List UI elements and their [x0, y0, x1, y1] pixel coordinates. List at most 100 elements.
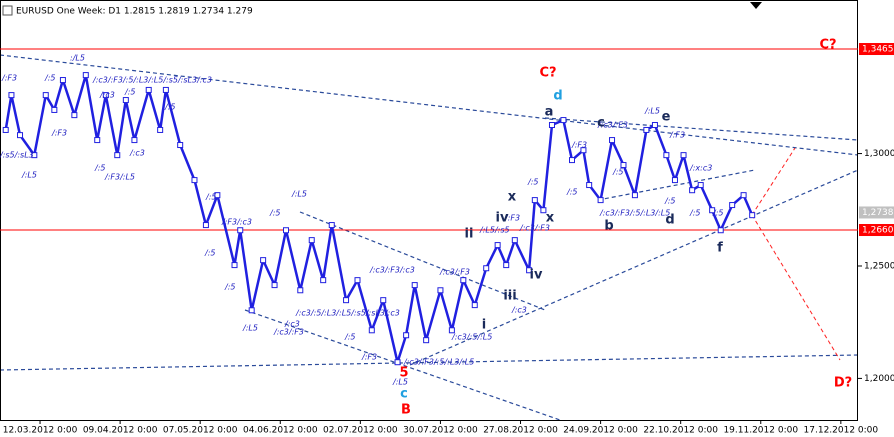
annotation: /:c3 [511, 306, 527, 315]
vertex [709, 207, 716, 214]
vertex [403, 332, 410, 339]
vertex [423, 337, 430, 344]
annotation: /:5 [344, 333, 355, 342]
vertex [697, 182, 704, 189]
annotation: /:c3/:5/:L5 [451, 333, 492, 342]
annotation: /:F3/:L5 [104, 173, 135, 182]
annotation: /:c3/:F3/:5/:L3/:L5 [403, 358, 474, 367]
annotation: /:5 [94, 164, 105, 173]
vertex [511, 237, 518, 244]
annotation: /:x:c3 [689, 164, 712, 173]
vertex [231, 262, 238, 269]
vertex [503, 262, 510, 269]
vertex [2, 126, 9, 133]
x-tick-label: 17.12.2012 0:00 [804, 426, 879, 436]
annotation: /:5 [689, 209, 700, 218]
vertex [471, 302, 478, 309]
vertex [102, 92, 109, 99]
vertex [609, 137, 616, 144]
trendline [0, 354, 859, 371]
wave-label: C? [819, 38, 836, 53]
price-label-box [859, 43, 894, 56]
trendline [409, 169, 859, 366]
x-tick-label: 27.08.2012 0:00 [483, 426, 558, 436]
wave-label: C? [539, 66, 556, 81]
x-tick-label: 04.06.2012 0:00 [243, 426, 318, 436]
x-tick-label: 19.11.2012 0:00 [723, 426, 798, 436]
annotation: /:c3/:5/:L3/:L5/:s5/:sL3/:c3 [295, 309, 400, 318]
wave-label: D? [834, 376, 852, 391]
vertex [51, 106, 58, 113]
annotation: /:F3 [669, 131, 685, 140]
vertex [145, 86, 152, 93]
vertex [191, 177, 198, 184]
x-tick-label: 12.03.2012 0:00 [3, 426, 78, 436]
trendlines [0, 54, 859, 421]
annotation: /:L5/:s5 [479, 226, 510, 235]
vertex [354, 277, 361, 284]
annotation: /:F3 [504, 214, 520, 223]
vertex [368, 327, 375, 334]
x-tick-label: 22.10.2012 0:00 [643, 426, 718, 436]
vertex [526, 267, 533, 274]
current-price-box [859, 206, 894, 219]
annotation: /:c3 [99, 91, 115, 100]
vertex [540, 207, 547, 214]
annotation: /:L5 [644, 107, 660, 116]
annotation: /:F3 [571, 141, 587, 150]
annotation: /:F3 [361, 353, 377, 362]
annotation: /:c3/:F3 [597, 121, 628, 130]
x-tick-label: 07.05.2012 0:00 [163, 426, 238, 436]
vertex [214, 192, 221, 199]
price-label: 1,2660 [862, 226, 894, 236]
annotation: /:L5 [21, 171, 37, 180]
vertex [248, 307, 255, 314]
vertex [717, 227, 724, 234]
wave-label: ii [465, 227, 474, 242]
annotation: /:c3/:F3 [519, 224, 550, 233]
vertex [308, 237, 315, 244]
vertex [680, 152, 687, 159]
vertex [663, 152, 670, 159]
vertex [343, 297, 350, 304]
vertex [8, 92, 15, 99]
wave-label: b [604, 219, 613, 234]
vertex [82, 72, 89, 79]
shift-marker [750, 2, 762, 9]
vertex [580, 147, 587, 154]
annotation: /:c3 [284, 320, 300, 329]
vertex [320, 277, 327, 284]
x-tick-label: 24.09.2012 0:00 [563, 426, 638, 436]
annotation: /:c3/:F3 [439, 268, 470, 277]
wave-label: iv [530, 268, 543, 283]
wave-label: iv [496, 211, 509, 226]
x-tick-label: 02.07.2012 0:00 [323, 426, 398, 436]
vertex [31, 152, 38, 159]
annotation: /:5 [269, 209, 280, 218]
wave-label: x [508, 190, 517, 205]
annotation: /:F3/:c3 [221, 218, 252, 227]
vertex [411, 282, 418, 289]
projection [751, 147, 841, 361]
wave-label: d [553, 89, 562, 104]
vertex [749, 212, 756, 219]
trendline [597, 169, 756, 201]
vertex [531, 197, 538, 204]
vertex [71, 112, 78, 119]
annotation: /:5 [204, 249, 215, 258]
annotation: /:c3 [129, 149, 145, 158]
x-tick-label: 09.04.2012 0:00 [83, 426, 158, 436]
vertex [631, 192, 638, 199]
title-icon [2, 5, 13, 16]
vertex [380, 297, 387, 304]
vertex [494, 242, 501, 249]
vertex [437, 287, 444, 294]
vertex [114, 152, 121, 159]
vertex [162, 86, 169, 93]
vertex [131, 137, 138, 144]
vertex [483, 265, 490, 272]
annotation: /:5 [44, 74, 55, 83]
annotation: /:L5 [242, 324, 258, 333]
vertex [202, 222, 209, 229]
